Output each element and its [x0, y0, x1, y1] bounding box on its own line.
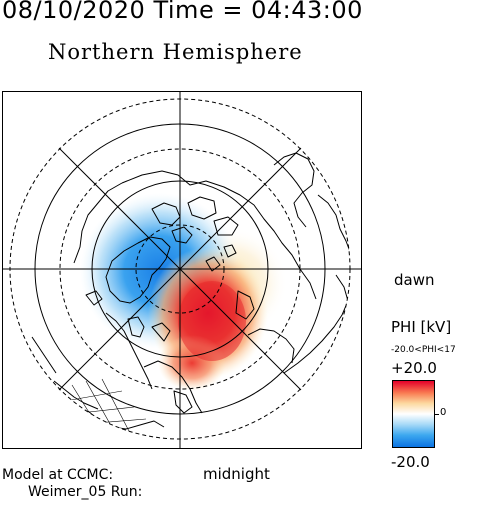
credit-line-2: Weimer_05 Run:: [28, 484, 143, 500]
header-date: 08/10/2020: [2, 0, 146, 24]
colorbar-max-label: +20.0: [391, 359, 437, 377]
colorbar-zero-label: 0: [440, 407, 447, 418]
credit-line-1: Model at CCMC:: [2, 467, 114, 483]
header-time: 04:43:00: [251, 0, 363, 24]
meridian-lines: [2, 91, 362, 449]
colorbar-range-text: -20.0<PHI<17: [391, 345, 456, 355]
colorbar-min-label: -20.0: [391, 453, 430, 471]
potential-pattern: [80, 193, 288, 391]
colorbar-title: PHI [kV]: [391, 318, 452, 336]
midnight-label: midnight: [203, 465, 270, 483]
polar-map: [2, 91, 362, 449]
colorbar: [392, 380, 435, 448]
dawn-label: dawn: [394, 271, 435, 289]
header-time-label: Time =: [153, 0, 243, 24]
colorbar-zero-tick: [434, 414, 439, 415]
coastlines: [31, 152, 350, 430]
map-title: Northern Hemisphere: [48, 40, 303, 64]
header-date-time: 08/10/2020 Time = 04:43:00: [2, 0, 363, 24]
